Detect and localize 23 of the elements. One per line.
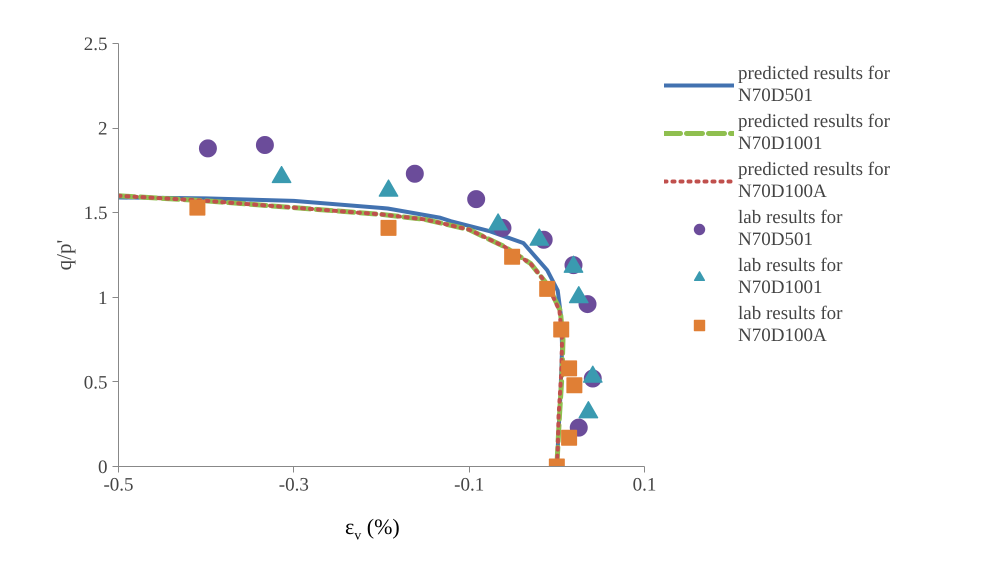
point <box>561 360 578 376</box>
point <box>553 321 570 338</box>
x-axis-title: ε$_{v}$ (%) <box>345 513 400 546</box>
y-axis-title: q/p' <box>52 240 76 270</box>
y-tick-label: 2 <box>98 118 108 140</box>
y-tick-label: 0.5 <box>84 372 108 394</box>
point <box>504 248 520 265</box>
point <box>467 190 486 208</box>
y-tick-label: 2.5 <box>84 34 108 55</box>
legend-label: lab results for N70D100A <box>738 303 842 347</box>
point <box>566 377 582 394</box>
point <box>380 220 397 236</box>
point <box>189 200 206 216</box>
point <box>256 136 274 154</box>
point <box>561 430 578 446</box>
x-tick-label: -0.1 <box>454 474 484 496</box>
point <box>198 139 217 158</box>
x-tick-label: -0.3 <box>278 474 309 496</box>
point <box>406 164 424 183</box>
point <box>539 280 556 297</box>
y-tick-label: 1 <box>98 288 108 309</box>
x-tick-label: 0.1 <box>632 474 656 496</box>
y-tick-label: 1.5 <box>84 203 108 224</box>
